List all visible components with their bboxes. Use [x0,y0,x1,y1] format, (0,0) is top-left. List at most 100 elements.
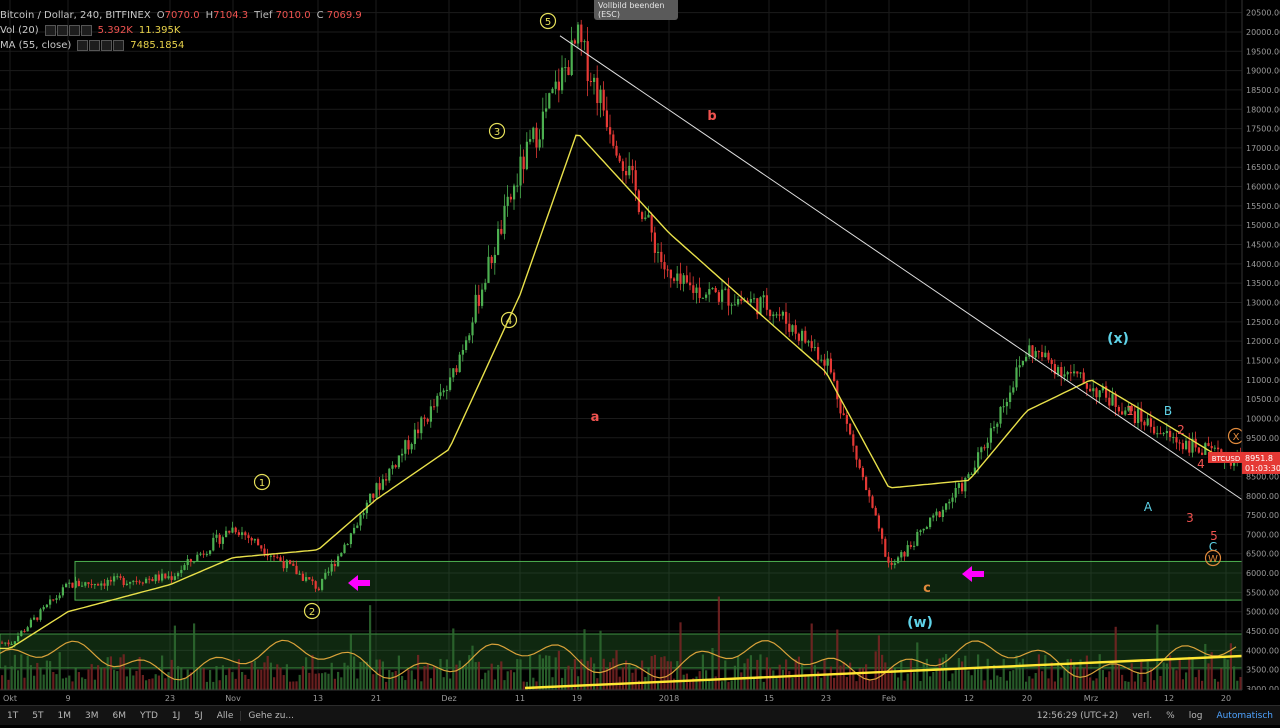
candle-body [804,330,807,343]
candle-body [1047,352,1050,360]
candle-body [637,190,640,213]
timeframe-5t[interactable]: 5T [32,710,44,721]
wave-1-label: 1 [259,478,265,489]
volume-bar [49,661,52,690]
volume-bar [1053,681,1056,690]
candle-body [343,544,346,553]
volume-bar [1015,655,1018,690]
volume-bar [1153,680,1156,690]
timeframe-1j[interactable]: 1J [171,710,181,721]
volume-indicator-label[interactable]: Vol (20) [0,25,39,36]
candle-body [324,572,327,579]
volume-bar [621,667,624,690]
candle-body [298,573,301,575]
volume-bar [84,678,87,690]
time-tick-label: Okt [3,694,17,703]
indicator-buttons[interactable] [44,25,92,36]
candle-body [317,588,320,590]
price-tick-label: 5000.00 [1246,608,1279,617]
ma-indicator-label[interactable]: MA (55, close) [0,40,72,51]
candle-body [749,299,752,303]
price-tick-label: 16000.00 [1246,183,1280,192]
volume-bar [100,667,103,690]
resistance-trendline [559,35,1243,501]
time-tick-label: 12 [964,694,974,703]
volume-bar [538,654,541,690]
wave-2-label: 2 [309,607,315,618]
timeframe-1t[interactable]: 1T [7,710,19,721]
candle-body [356,525,359,528]
volume-bar [519,659,522,690]
time-tick-label: Mrz [1084,694,1098,703]
candle-body [1165,431,1168,434]
volume-bar [215,666,218,690]
candle-body [724,288,727,290]
volume-bar [295,681,298,690]
candle-body [609,127,612,135]
candle-body [125,583,128,586]
volume-bar [68,675,71,690]
candle-body [673,278,676,281]
volume-bar [493,679,496,690]
volume-bar [1108,671,1111,690]
timeframe-3m[interactable]: 3M [84,710,99,721]
log-scale-button[interactable]: log [1188,710,1203,721]
adjust-button[interactable]: verl. [1132,710,1153,721]
volume-bar [465,664,468,690]
candle-body [1034,351,1037,358]
volume-bar [1233,666,1236,690]
candle-body [29,619,32,628]
volume-bar [1114,626,1117,690]
volume-bar [1178,659,1181,690]
volume-bar [148,679,151,690]
volume-bar [26,656,29,690]
volume-bar [1034,673,1037,690]
candle-body [58,595,61,599]
candle-body [1085,382,1088,389]
candle-body [369,493,372,503]
time-tick-label: 21 [371,694,381,703]
volume-bar [989,679,992,690]
candle-body [653,232,656,253]
timeframe-5j[interactable]: 5J [194,710,203,721]
candle-body [1114,393,1117,407]
subwave-4-label: 4 [1197,457,1205,471]
volume-bar [717,596,720,690]
candle-body [906,545,909,557]
candle-body [1137,408,1140,424]
volume-bar [970,675,973,690]
volume-bar [1066,659,1069,690]
volume-bar [506,671,509,690]
timeframe-6m[interactable]: 6M [112,710,126,721]
price-tag-bg [1242,451,1280,474]
timeframe-all[interactable]: Alle [216,710,234,721]
auto-scale-button[interactable]: Automatisch [1216,710,1273,721]
volume-bar [925,658,928,690]
volume-bar [1044,655,1047,690]
volume-bar [10,666,13,690]
volume-bar [756,659,759,690]
candle-body [90,584,93,586]
legend-ma-row: MA (55, close) 7485.1854 [0,38,362,53]
left-arrow-icon [348,575,370,591]
volume-bar [458,660,461,690]
candle-body [695,287,698,293]
volume-bar [945,654,948,690]
goto-date-button[interactable]: Gehe zu... [240,710,301,721]
timeframe-ytd[interactable]: YTD [139,710,158,721]
indicator-buttons[interactable] [77,40,125,51]
candle-body [884,538,887,557]
volume-bar [282,675,285,690]
candle-body [4,642,7,644]
candle-body [561,67,564,91]
timeframe-1m[interactable]: 1M [57,710,71,721]
candle-body [679,273,682,284]
candle-body [753,298,756,300]
percent-scale-button[interactable]: % [1166,710,1175,721]
volume-bar [599,630,602,690]
candle-body [20,631,23,637]
symbol-title[interactable]: Bitcoin / Dollar, 240, BITFINEX [0,10,151,21]
volume-bar [810,623,813,690]
